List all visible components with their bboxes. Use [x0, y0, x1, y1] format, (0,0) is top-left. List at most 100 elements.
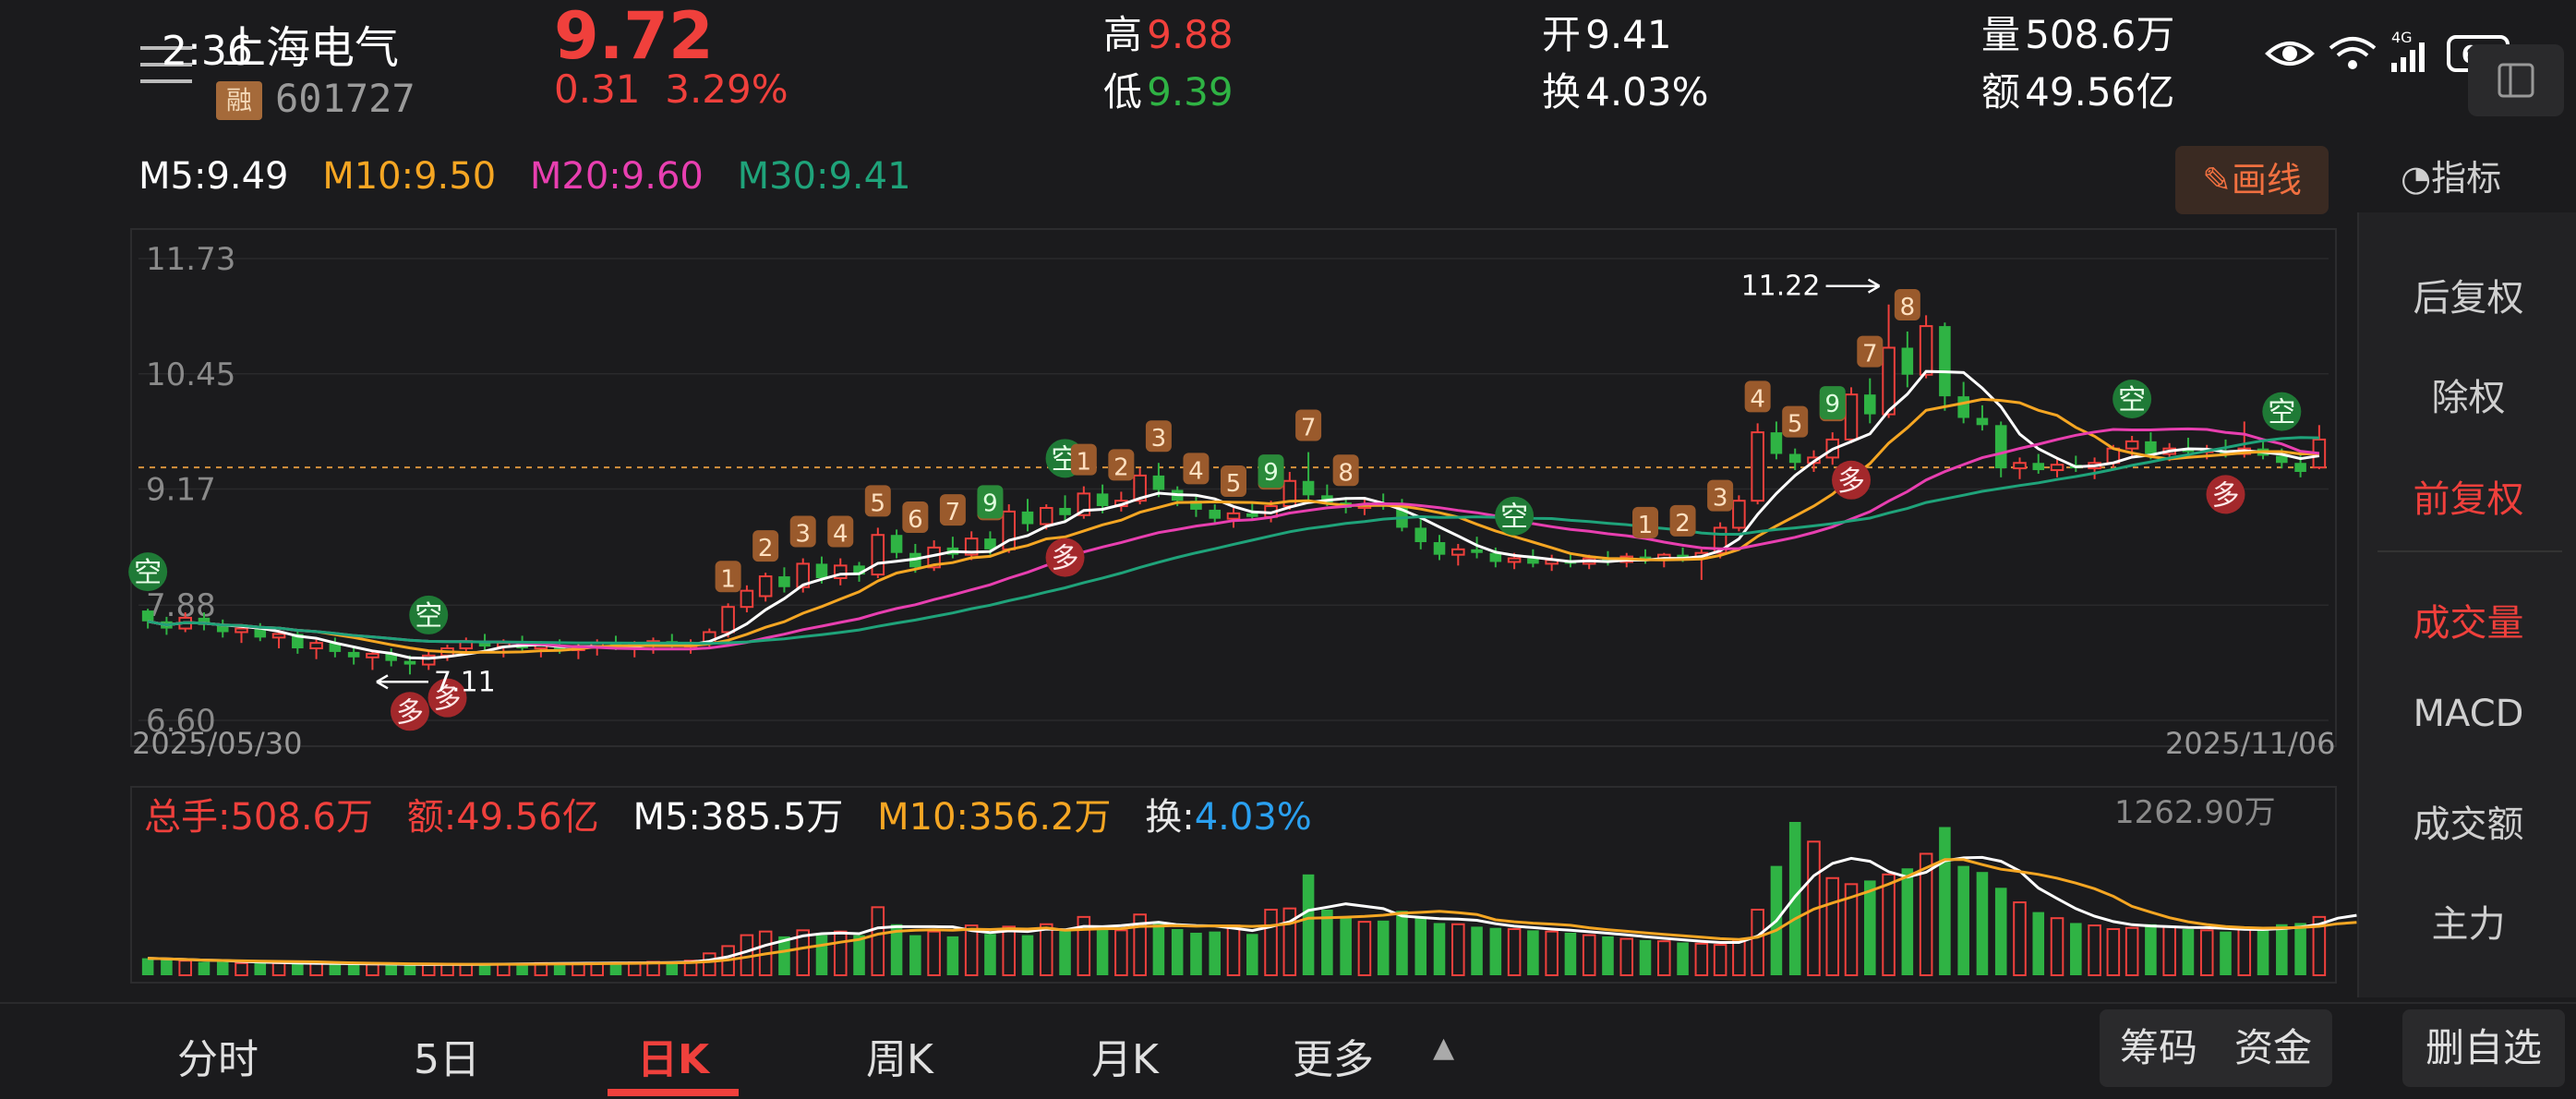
min-price-label: 7.11: [434, 666, 496, 698]
candle-body: [141, 610, 154, 622]
candle: [1732, 495, 1746, 532]
svg-text:4G: 4G: [2391, 29, 2413, 46]
td-count-badge: [789, 515, 816, 548]
wifi-icon: [2329, 37, 2377, 69]
volume-bar: [2032, 912, 2045, 975]
side-item-macd[interactable]: MACD: [2413, 693, 2524, 735]
short-signal-marker: [2113, 380, 2152, 419]
side-item-amount[interactable]: 成交额: [2413, 803, 2524, 846]
candle-body: [984, 538, 996, 550]
short-signal-text: 空: [2268, 397, 2295, 429]
volume-bar: [292, 963, 304, 975]
tab-monthly-k[interactable]: 月K: [1091, 1036, 1159, 1083]
candle: [1302, 452, 1315, 501]
candle: [329, 637, 342, 658]
td-count-badge: [1295, 409, 1322, 441]
candle: [796, 558, 810, 593]
candle: [216, 619, 229, 638]
volume-bar: [703, 952, 716, 977]
chips-button[interactable]: 筹码: [2119, 1025, 2197, 1070]
volume-bar: [2145, 924, 2157, 975]
volume-bar: [833, 930, 848, 977]
candle: [758, 573, 773, 602]
volume-bar: [2199, 929, 2214, 977]
td-count-text: 1: [720, 565, 736, 593]
ma30-line: [147, 436, 2319, 646]
td-count-text: 2: [1113, 453, 1129, 481]
side-item-volume[interactable]: 成交量: [2413, 602, 2524, 645]
volume-bar: [1545, 930, 1559, 977]
candle: [853, 562, 865, 582]
volume-bar: [1976, 872, 1989, 975]
candle: [421, 651, 436, 670]
candle-body: [478, 641, 491, 647]
tab-more[interactable]: 更多: [1293, 1036, 1374, 1083]
funds-button[interactable]: 资金: [2234, 1025, 2313, 1070]
header: [0, 0, 2576, 134]
candle: [235, 624, 248, 644]
tab-daily-k[interactable]: 日K: [637, 1036, 710, 1083]
low-value: 9.39: [1147, 69, 1234, 115]
candle: [1209, 504, 1222, 525]
candle: [1414, 516, 1427, 550]
indicator-button[interactable]: ◔指标: [2401, 150, 2501, 200]
volume-bar: [1264, 908, 1278, 977]
candle-body: [1770, 432, 1783, 454]
quote-amount: 额 49.56亿: [1981, 61, 2174, 117]
candle: [2013, 457, 2027, 479]
status-time: 2:36: [162, 28, 253, 75]
td-count-text: 3: [1151, 425, 1167, 453]
quote-turnover: 换 4.03%: [1542, 61, 1709, 117]
candles: [141, 304, 2327, 675]
long-signal-marker: [390, 692, 429, 731]
min-arrow-head: [376, 674, 389, 690]
volume-bar: [2125, 926, 2139, 977]
candle: [1976, 405, 1989, 431]
volume-bar: [1657, 940, 1671, 976]
change-percent: 3.29%: [665, 66, 788, 112]
caret-up-icon[interactable]: ▲: [1433, 1032, 1455, 1064]
short-signal-text: 空: [415, 600, 442, 633]
volume-bar: [1994, 888, 2007, 975]
td-count-badge: [1145, 420, 1172, 453]
current-price: 9.72: [554, 0, 714, 74]
tab-weekly-k[interactable]: 周K: [866, 1036, 933, 1083]
candle-body: [1096, 493, 1109, 507]
candle-body: [964, 537, 979, 556]
td-count-badge: [827, 515, 854, 548]
amount-label: 额: [1981, 69, 2021, 115]
volume-bar: [1357, 921, 1372, 976]
tab-5day[interactable]: 5日: [414, 1036, 480, 1083]
candle-body: [329, 643, 342, 652]
panel-toggle-button[interactable]: [2468, 44, 2564, 116]
td-count-badge: [752, 530, 779, 562]
menu-icon[interactable]: [140, 44, 192, 85]
long-signal-text: 多: [2211, 479, 2239, 512]
candle: [2032, 453, 2045, 474]
volume-bar: [2070, 923, 2082, 975]
draw-line-button[interactable]: ✎画线: [2175, 146, 2329, 214]
y-tick-label: 10.45: [146, 356, 235, 393]
candle: [385, 648, 397, 667]
side-item-main-force[interactable]: 主力: [2431, 903, 2506, 946]
tab-intraday[interactable]: 分时: [177, 1036, 259, 1083]
side-item-back-adjust[interactable]: 后复权: [2413, 277, 2524, 320]
candle-body: [2032, 463, 2045, 471]
td-nine-badge: [1258, 454, 1284, 489]
candle-body: [1882, 346, 1896, 416]
side-item-ex-rights[interactable]: 除权: [2431, 377, 2506, 419]
volume-bar: [927, 930, 941, 977]
candle: [1021, 499, 1034, 532]
max-arrow-head: [1867, 278, 1881, 294]
date-start-label: 2025/05/30: [132, 726, 303, 761]
ma5-line: [147, 369, 2320, 660]
long-signal-marker: [427, 678, 467, 718]
volume-bar: [347, 964, 360, 975]
volume-bar: [1021, 935, 1034, 975]
candle-body: [1602, 558, 1614, 562]
volume-label: 量: [1981, 12, 2021, 57]
side-item-forward-adjust[interactable]: 前复权: [2413, 478, 2524, 521]
delete-watchlist-button[interactable]: 删自选: [2402, 1009, 2565, 1087]
candle-body: [2276, 455, 2288, 464]
